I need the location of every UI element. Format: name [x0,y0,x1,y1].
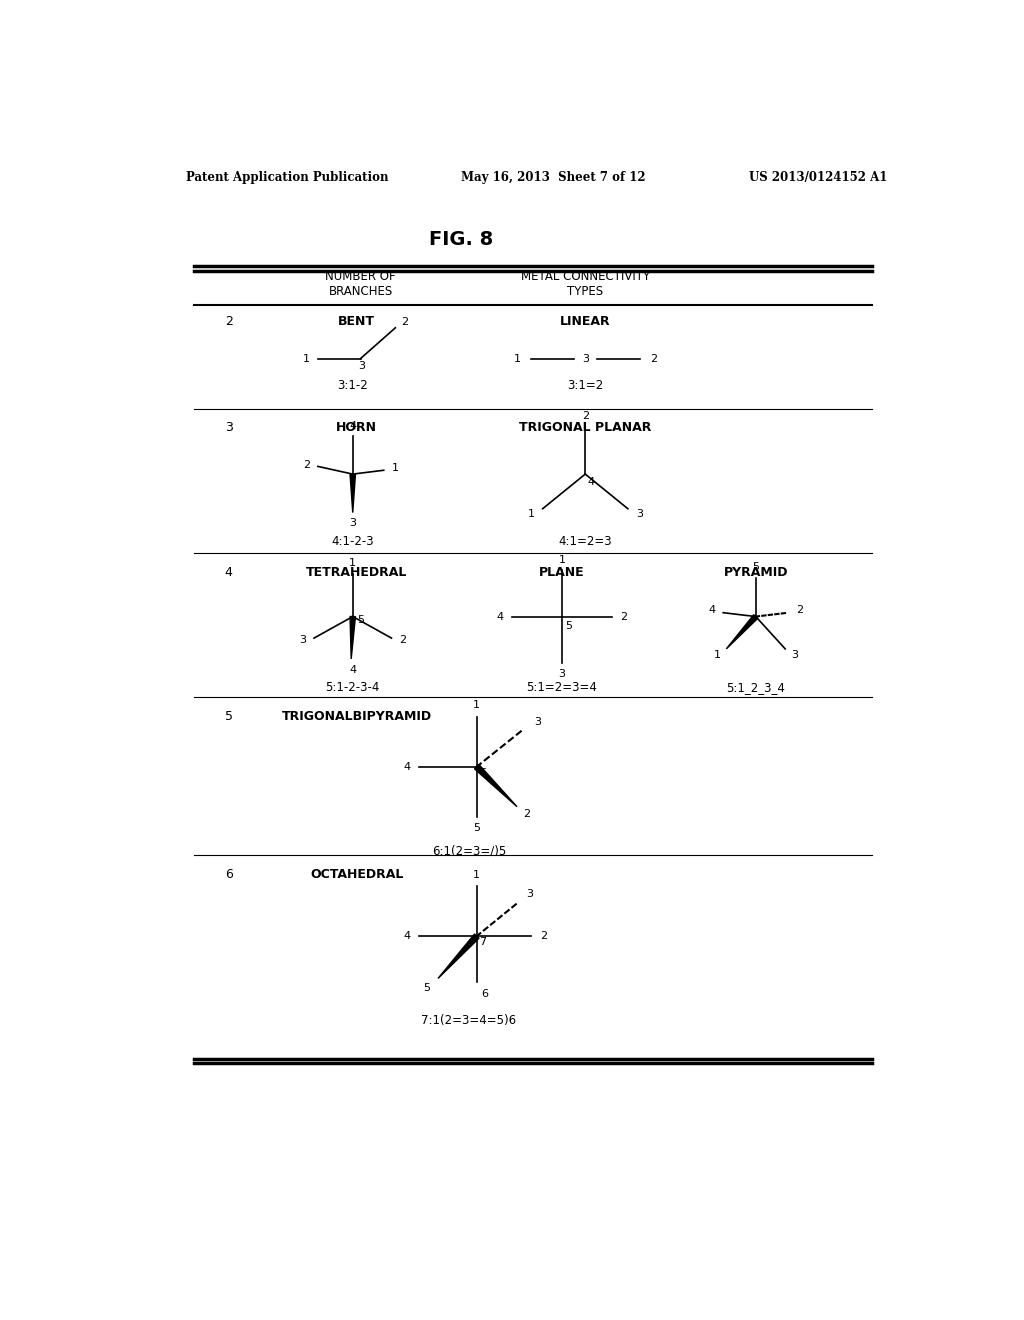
Text: 5:1_2_3_4: 5:1_2_3_4 [726,681,785,694]
Text: 3: 3 [299,635,306,644]
Text: 4: 4 [403,931,411,941]
Text: 4: 4 [497,611,504,622]
Text: 2: 2 [523,809,530,820]
Text: TETRAHEDRAL: TETRAHEDRAL [306,566,408,579]
Text: 1: 1 [514,354,521,363]
Text: NUMBER OF
BRANCHES: NUMBER OF BRANCHES [326,269,396,298]
Text: 4: 4 [403,762,411,772]
Text: 4: 4 [708,606,715,615]
Text: PYRAMID: PYRAMID [724,566,788,579]
Text: 5: 5 [753,561,759,572]
Text: 3: 3 [582,354,589,363]
Text: 2: 2 [541,931,548,941]
Text: 3: 3 [526,888,532,899]
Text: 4: 4 [588,477,595,487]
Text: 6: 6 [225,869,232,880]
Text: 2: 2 [582,412,589,421]
Text: 1: 1 [473,870,480,879]
Text: May 16, 2013  Sheet 7 of 12: May 16, 2013 Sheet 7 of 12 [461,172,646,185]
Text: 6:1(2=3=∕)5: 6:1(2=3=∕)5 [432,845,506,858]
Text: 2: 2 [401,317,409,326]
Text: 1: 1 [527,510,535,519]
Text: 3: 3 [225,421,232,434]
Text: 3:1-2: 3:1-2 [337,379,368,392]
Text: 3: 3 [791,649,798,660]
Text: 5:1=2=3=4: 5:1=2=3=4 [526,681,597,694]
Text: 3: 3 [349,517,356,528]
Text: 2: 2 [225,315,232,329]
Text: 5:1-2-3-4: 5:1-2-3-4 [326,681,380,694]
Text: TRIGONALBIPYRAMID: TRIGONALBIPYRAMID [282,710,432,723]
Text: 3:1=2: 3:1=2 [567,379,603,392]
Text: 6: 6 [479,768,486,777]
Text: 7:1(2=3=4=5)6: 7:1(2=3=4=5)6 [422,1014,516,1027]
Text: 3: 3 [358,362,366,371]
Text: 5: 5 [423,983,430,994]
Text: LINEAR: LINEAR [560,315,610,329]
Text: 2: 2 [399,635,407,644]
Text: 5: 5 [564,620,571,631]
Text: 6: 6 [481,989,488,999]
Text: BENT: BENT [338,315,375,329]
Polygon shape [726,615,758,649]
Text: 1: 1 [349,557,356,568]
Text: 2: 2 [621,611,628,622]
Text: 1: 1 [558,554,565,565]
Text: 4: 4 [225,566,232,579]
Text: 1: 1 [473,700,480,710]
Text: Patent Application Publication: Patent Application Publication [186,172,389,185]
Text: 4: 4 [349,665,356,676]
Polygon shape [350,474,355,512]
Text: 4:1=2=3: 4:1=2=3 [558,536,612,548]
Polygon shape [438,935,479,978]
Polygon shape [350,616,355,659]
Text: 5: 5 [473,824,480,833]
Text: HORN: HORN [336,421,377,434]
Text: 7: 7 [479,937,486,948]
Text: PLANE: PLANE [540,566,585,579]
Text: 2: 2 [797,606,804,615]
Text: 4: 4 [349,421,356,430]
Text: METAL CONNECTIVITY
TYPES: METAL CONNECTIVITY TYPES [520,269,650,298]
Polygon shape [474,764,517,807]
Text: 4:1-2-3: 4:1-2-3 [332,536,374,548]
Text: 5: 5 [357,615,364,626]
Text: TRIGONAL PLANAR: TRIGONAL PLANAR [519,421,651,434]
Text: 2: 2 [303,459,310,470]
Text: 5: 5 [224,710,232,723]
Text: 1: 1 [714,649,721,660]
Text: 3: 3 [558,669,565,680]
Text: 1: 1 [392,463,399,473]
Text: OCTAHEDRAL: OCTAHEDRAL [310,869,403,880]
Text: US 2013/0124152 A1: US 2013/0124152 A1 [750,172,888,185]
Text: 3: 3 [534,717,541,727]
Text: FIG. 8: FIG. 8 [429,230,494,248]
Text: 1: 1 [303,354,309,363]
Text: 2: 2 [650,354,657,363]
Text: 3: 3 [636,510,643,519]
